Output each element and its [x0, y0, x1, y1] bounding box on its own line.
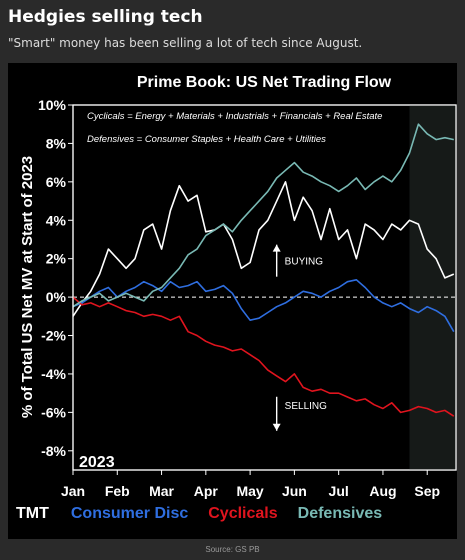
y-tick-label: 4%	[46, 212, 67, 228]
legend-item-tmt: TMT	[16, 505, 49, 522]
x-axis: Jan Feb Mar Apr May Jun Jul Aug Sep	[61, 470, 440, 499]
y-tick-label: -8%	[41, 443, 66, 459]
chart-panel: 10% 8% 6% 4% 2% 0% -2% -4% -6% -8% Jan Feb Mar Apr Ma…	[8, 63, 457, 539]
x-tick-label: Aug	[369, 483, 396, 499]
series-line-tmt	[72, 181, 455, 317]
annotation-defensives-def: Defensives = Consumer Staples + Health C…	[87, 134, 326, 145]
series-layer	[72, 123, 455, 417]
chart-title: Prime Book: US Net Trading Flow	[137, 74, 392, 91]
x-tick-label: Feb	[105, 483, 130, 499]
shaded-recent-region	[409, 105, 456, 470]
plot-area	[72, 104, 457, 471]
chart-svg: 10% 8% 6% 4% 2% 0% -2% -4% -6% -8% Jan Feb Mar Apr Ma…	[19, 74, 457, 499]
annotation-selling: SELLING	[285, 401, 327, 412]
source-note: Source: GS PB	[205, 545, 260, 554]
year-label: 2023	[79, 454, 115, 471]
y-tick-label: 10%	[38, 97, 67, 113]
annotation-buying: BUYING	[285, 257, 324, 268]
x-tick-label: Jun	[282, 483, 307, 499]
series-line-consumer-disc	[72, 279, 455, 333]
x-tick-label: Jul	[329, 483, 349, 499]
up-arrow-head	[272, 244, 281, 252]
x-tick-label: Jan	[61, 483, 85, 499]
annotation-cyclicals-def: Cyclicals = Energy + Materials + Industr…	[87, 111, 382, 122]
y-tick-label: -2%	[41, 328, 66, 344]
y-axis: 10% 8% 6% 4% 2% 0% -2% -4% -6% -8%	[38, 97, 73, 459]
flow-arrows: BUYING SELLING	[272, 244, 327, 431]
x-tick-label: Mar	[149, 483, 174, 499]
x-tick-label: Apr	[194, 483, 219, 499]
y-tick-label: 6%	[46, 174, 67, 190]
y-tick-label: 8%	[46, 135, 67, 151]
y-tick-label: -4%	[41, 366, 66, 382]
x-tick-label: Sep	[414, 483, 440, 499]
y-axis-label: % of Total US Net MV at Start of 2023	[19, 156, 36, 418]
card-subtitle: "Smart" money has been selling a lot of …	[8, 36, 363, 50]
legend: TMT Consumer Disc Cyclicals Defensives	[16, 505, 382, 523]
x-tick-label: May	[236, 483, 263, 499]
series-line-defensives	[72, 123, 454, 308]
y-tick-label: -6%	[41, 404, 66, 420]
y-tick-label: 0%	[46, 289, 67, 305]
legend-item-defensives: Defensives	[297, 505, 383, 522]
series-line-cyclicals	[72, 296, 455, 417]
legend-item-consumer-disc: Consumer Disc	[70, 505, 189, 522]
legend-item-cyclicals: Cyclicals	[208, 505, 278, 522]
card-title: Hedgies selling tech	[8, 7, 203, 27]
down-arrow-head	[272, 423, 281, 431]
plot-border	[72, 104, 457, 471]
y-tick-label: 2%	[46, 251, 67, 267]
